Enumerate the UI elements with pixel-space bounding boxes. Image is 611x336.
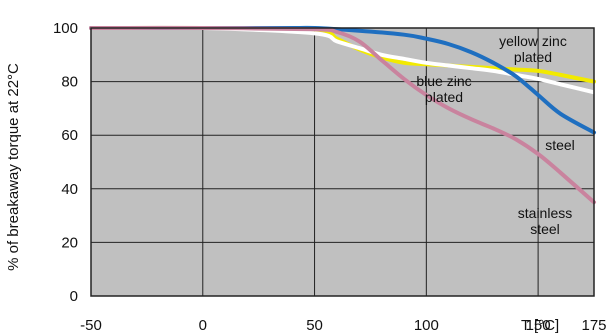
y-tick-label: 40 <box>61 181 78 198</box>
y-tick-label: 60 <box>61 127 78 144</box>
x-tick-labels: -50 0 50 100 150 175 <box>80 317 606 334</box>
y-tick-label: 80 <box>61 74 78 91</box>
x-axis-label: T [°C] <box>521 317 559 334</box>
series-label-line: yellow zinc <box>499 33 567 49</box>
x-tick-label: 150 <box>526 317 551 334</box>
x-tick-label: 175 <box>581 317 606 334</box>
series-label-line: steel <box>530 221 560 237</box>
series-label-yellow-zinc-plated: yellow zinc plated <box>499 33 567 65</box>
series-label-stainless-steel: stainless steel <box>518 205 572 237</box>
x-tick-label: -50 <box>80 317 102 334</box>
series-label-blue-zinc-plated: blue zinc plated <box>416 73 471 105</box>
plot-frame <box>90 27 595 297</box>
y-tick-label: 100 <box>53 20 78 37</box>
series-line-blue-zinc-plated <box>89 25 596 95</box>
series-label-line: plated <box>425 89 463 105</box>
y-tick-label: 20 <box>61 234 78 251</box>
series-label-line: stainless <box>518 205 572 221</box>
series-label-line: plated <box>514 49 552 65</box>
y-tick-labels: 0 20 40 60 80 100 <box>53 20 78 305</box>
series-label-line: blue zinc <box>416 73 471 89</box>
x-tick-label: 100 <box>414 317 439 334</box>
y-axis-label: % of breakaway torque at 22°C <box>5 63 22 271</box>
series-line-stainless-steel <box>89 25 596 205</box>
series-label-steel: steel <box>545 137 575 153</box>
x-tick-label: 50 <box>306 317 323 334</box>
x-tick-label: 0 <box>199 317 207 334</box>
series-label-line: steel <box>545 137 575 153</box>
y-tick-label: 0 <box>70 288 78 305</box>
